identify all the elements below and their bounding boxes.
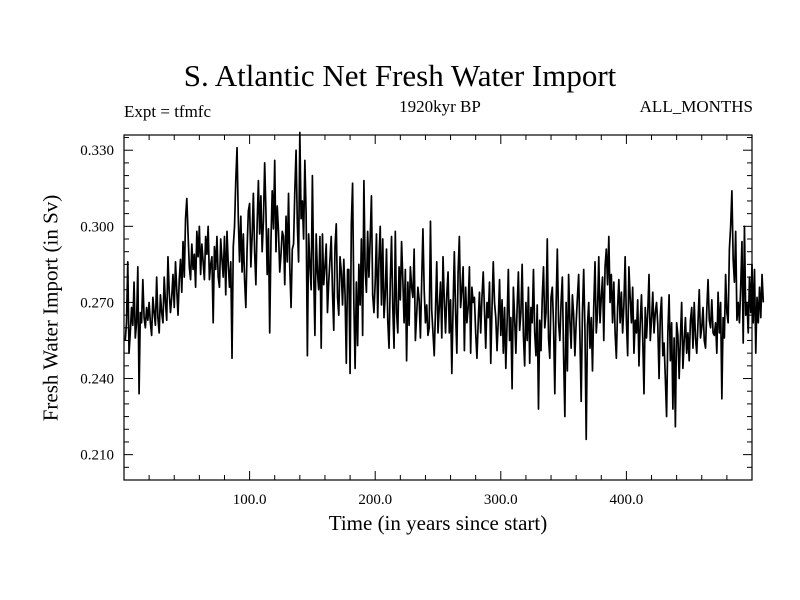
chart-title: S. Atlantic Net Fresh Water Import bbox=[183, 58, 617, 93]
x-tick-label: 400.0 bbox=[610, 492, 644, 508]
months-label: ALL_MONTHS bbox=[639, 97, 753, 116]
y-tick-label: 0.240 bbox=[80, 372, 114, 388]
series-line bbox=[124, 131, 765, 441]
x-tick-label: 200.0 bbox=[358, 492, 392, 508]
tick-labels: 100.0 200.0 300.0 400.0 0.210 0.240 0.270 0.300… bbox=[80, 143, 643, 508]
y-tick-label: 0.270 bbox=[80, 295, 114, 311]
y-tick-label: 0.300 bbox=[80, 219, 114, 235]
x-axis-label: Time (in years since start) bbox=[328, 511, 548, 535]
x-tick-label: 100.0 bbox=[233, 492, 267, 508]
y-axis-label: Fresh Water Import (in Sv) bbox=[38, 194, 63, 421]
axis-ticks bbox=[124, 135, 752, 481]
y-tick-label: 0.210 bbox=[80, 448, 114, 464]
series-layer bbox=[124, 131, 765, 441]
y-tick-label: 0.330 bbox=[80, 143, 114, 159]
experiment-label: Expt = tfmfc bbox=[124, 102, 212, 121]
era-label: 1920kyr BP bbox=[399, 97, 481, 116]
plot-frame bbox=[123, 134, 753, 481]
x-tick-label: 300.0 bbox=[484, 492, 518, 508]
y-axis-label-container: Fresh Water Import (in Sv) bbox=[34, 135, 68, 480]
